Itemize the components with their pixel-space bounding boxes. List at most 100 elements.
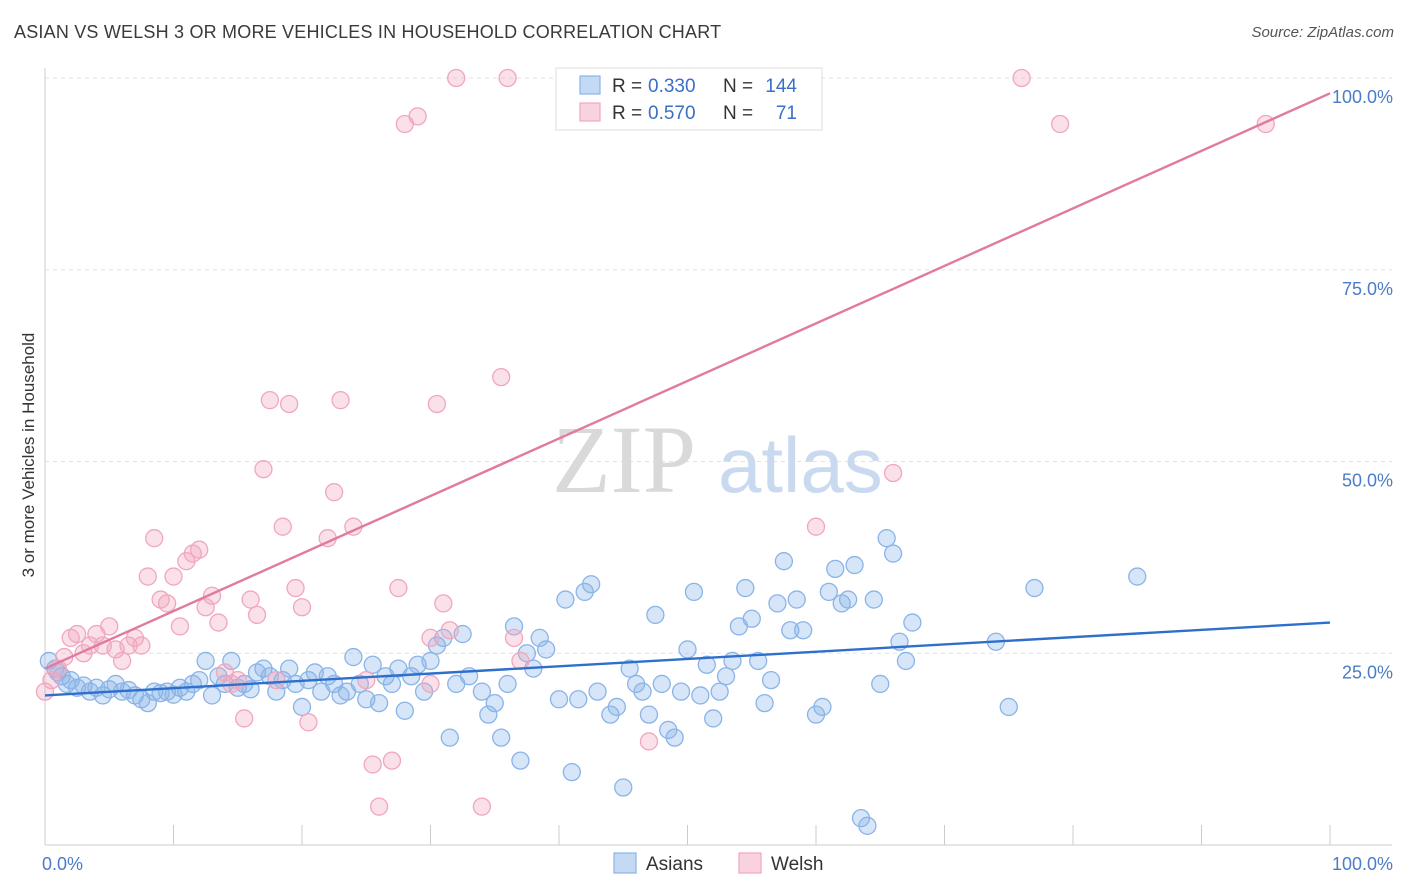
data-point-asians xyxy=(562,762,581,782)
gridlines xyxy=(45,77,1392,654)
legend-r-value: 0.330 xyxy=(648,76,696,97)
source-label: Source: ZipAtlas.com xyxy=(1251,24,1394,41)
data-point-asians xyxy=(761,670,781,690)
data-point-asians xyxy=(369,693,389,713)
data-point-welsh xyxy=(382,751,402,770)
series-asians-points xyxy=(39,529,1147,835)
data-point-asians xyxy=(871,674,890,694)
legend-bottom-label-asians: Asians xyxy=(646,854,703,875)
data-point-welsh xyxy=(434,594,453,613)
legend-r-label: R = xyxy=(612,76,642,97)
data-point-welsh xyxy=(1051,114,1070,134)
data-point-asians xyxy=(440,728,459,747)
watermark-zip: ZIP xyxy=(552,406,696,513)
data-point-asians xyxy=(826,559,845,579)
data-point-asians xyxy=(421,651,440,671)
data-point-asians xyxy=(710,682,729,701)
data-point-welsh xyxy=(421,628,440,648)
data-point-welsh xyxy=(157,594,177,613)
data-point-asians xyxy=(704,709,723,728)
data-point-welsh xyxy=(279,394,299,414)
data-point-asians xyxy=(344,647,363,667)
data-point-welsh xyxy=(235,709,254,728)
data-point-asians xyxy=(864,590,883,609)
data-point-asians xyxy=(138,693,157,713)
data-point-asians xyxy=(781,621,800,640)
data-point-asians xyxy=(479,705,498,724)
data-point-asians xyxy=(581,575,601,594)
data-point-welsh xyxy=(324,483,344,502)
y-tick-labels: 25.0% 50.0% 75.0% 100.0% xyxy=(1332,87,1393,682)
watermark-atlas: atlas xyxy=(718,421,883,509)
data-point-asians xyxy=(279,659,299,678)
data-point-welsh xyxy=(806,517,826,536)
data-point-welsh xyxy=(440,621,459,640)
data-point-welsh xyxy=(241,590,260,609)
data-point-welsh xyxy=(100,617,119,636)
data-point-welsh xyxy=(196,598,215,617)
data-point-welsh xyxy=(357,670,376,690)
data-point-welsh xyxy=(209,613,228,632)
data-point-welsh xyxy=(408,107,427,126)
data-point-asians xyxy=(819,582,838,602)
data-point-welsh xyxy=(254,460,273,479)
data-point-asians xyxy=(363,655,382,674)
data-point-asians xyxy=(652,674,671,694)
y-tick-label: 25.0% xyxy=(1342,662,1393,682)
data-point-asians xyxy=(196,651,215,671)
data-point-asians xyxy=(858,816,877,835)
data-point-asians xyxy=(382,674,402,694)
legend-r-label: R = xyxy=(612,103,642,124)
data-point-welsh xyxy=(389,578,408,598)
x-tick-label: 100.0% xyxy=(1332,854,1393,874)
data-point-asians xyxy=(845,555,864,575)
y-tick-label: 100.0% xyxy=(1332,87,1393,107)
legend-n-value: 144 xyxy=(765,76,797,97)
data-point-welsh xyxy=(421,674,440,694)
data-point-asians xyxy=(145,682,164,701)
data-point-asians xyxy=(556,590,575,609)
x-tick-label: 0.0% xyxy=(42,854,83,874)
data-point-asians xyxy=(678,640,697,659)
data-point-welsh xyxy=(498,68,517,88)
data-point-welsh xyxy=(267,670,286,690)
y-axis-label: 3 or more Vehicles in Household xyxy=(19,333,38,578)
legend-top: R = 0.330 N = 144 R = 0.570 N = 71 xyxy=(555,67,823,131)
data-point-asians xyxy=(768,594,787,613)
data-point-welsh xyxy=(138,567,157,586)
data-point-welsh xyxy=(472,797,492,816)
data-point-asians xyxy=(588,682,607,701)
data-point-asians xyxy=(222,651,241,671)
data-point-asians xyxy=(774,552,794,571)
data-point-asians xyxy=(671,682,691,701)
data-point-welsh xyxy=(492,367,511,387)
data-point-welsh xyxy=(447,68,466,88)
data-point-asians xyxy=(614,778,633,797)
chart-title: ASIAN VS WELSH 3 OR MORE VEHICLES IN HOU… xyxy=(14,22,722,42)
data-point-asians xyxy=(716,667,736,686)
x-tick-labels: 0.0% 100.0% xyxy=(42,854,1393,874)
data-point-welsh xyxy=(164,567,183,586)
data-point-asians xyxy=(896,651,916,671)
data-point-asians xyxy=(607,697,626,717)
data-point-welsh xyxy=(427,394,447,414)
data-point-asians xyxy=(665,728,684,747)
data-point-asians xyxy=(838,590,858,609)
watermark: ZIP atlas xyxy=(552,406,883,513)
data-point-asians xyxy=(639,705,659,724)
data-point-asians xyxy=(999,697,1018,717)
data-point-asians xyxy=(1128,567,1147,586)
data-point-asians xyxy=(530,628,549,648)
data-point-welsh xyxy=(299,713,318,732)
data-point-asians xyxy=(755,693,774,713)
y-tick-label: 75.0% xyxy=(1342,279,1393,299)
trend-line-welsh xyxy=(44,92,1331,670)
data-point-asians xyxy=(498,674,517,694)
data-point-asians xyxy=(883,544,903,563)
data-point-asians xyxy=(736,578,755,598)
data-point-welsh xyxy=(260,390,280,410)
data-point-welsh xyxy=(67,624,87,644)
legend-bottom-swatch-asians xyxy=(613,852,637,874)
legend-n-label: N = xyxy=(723,103,753,124)
data-point-welsh xyxy=(145,529,164,548)
